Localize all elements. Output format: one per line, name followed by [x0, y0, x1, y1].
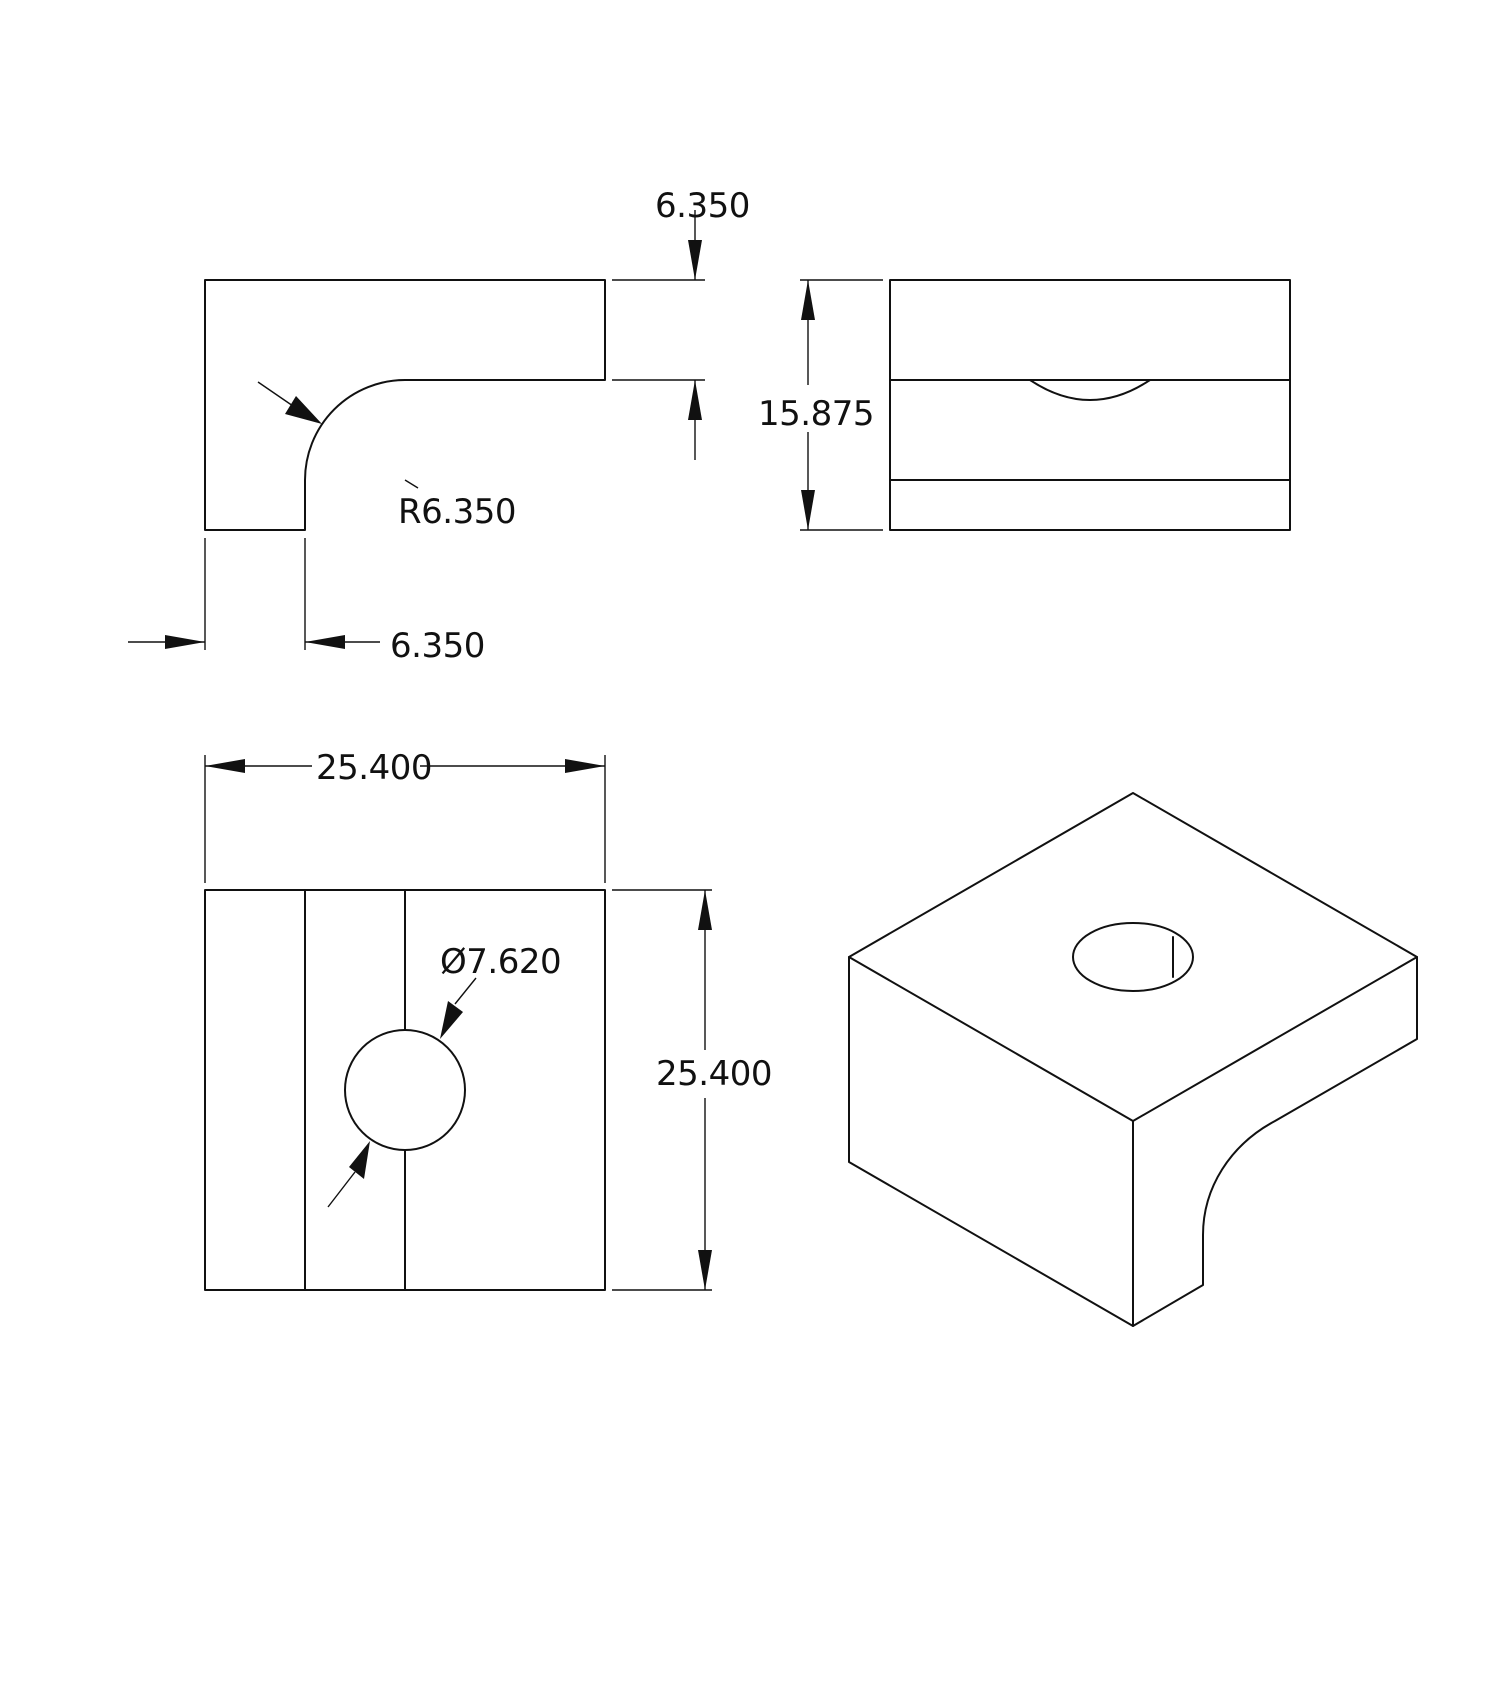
dim-top-depth-label: 25.400	[656, 1054, 772, 1094]
dim-hole-diameter: Ø7.620	[327, 942, 562, 1208]
dim-top-width-label: 25.400	[316, 748, 432, 788]
dim-top-depth: 25.400	[612, 889, 772, 1291]
isometric-view	[848, 792, 1418, 1327]
dim-fillet-radius: R6.350	[257, 381, 516, 532]
dim-leg-width: 6.350	[128, 538, 485, 666]
dim-hole-diameter-label: Ø7.620	[440, 942, 561, 982]
iso-hole	[1072, 922, 1194, 992]
front-view-outline	[889, 279, 1291, 531]
side-view: 6.350 R6.350 6.350	[128, 186, 750, 666]
dim-leg-width-label: 6.350	[390, 626, 485, 666]
front-view-hole-silhouette	[1029, 379, 1151, 401]
dim-front-height: 15.875	[758, 279, 883, 531]
top-view: 25.400 25.400 Ø7.620	[204, 748, 772, 1291]
dim-front-height-label: 15.875	[758, 394, 874, 434]
top-view-hole	[344, 1029, 466, 1151]
iso-right-face-profile	[1132, 956, 1418, 1327]
dim-top-thickness-label: 6.350	[655, 186, 750, 226]
front-view: 15.875	[758, 279, 1291, 531]
iso-left-face	[848, 956, 1134, 1327]
dim-fillet-radius-label: R6.350	[398, 492, 516, 532]
dim-top-thickness: 6.350	[612, 186, 750, 460]
iso-top-face	[848, 792, 1418, 1122]
side-view-outline	[204, 279, 606, 531]
dim-top-width: 25.400	[204, 748, 606, 883]
